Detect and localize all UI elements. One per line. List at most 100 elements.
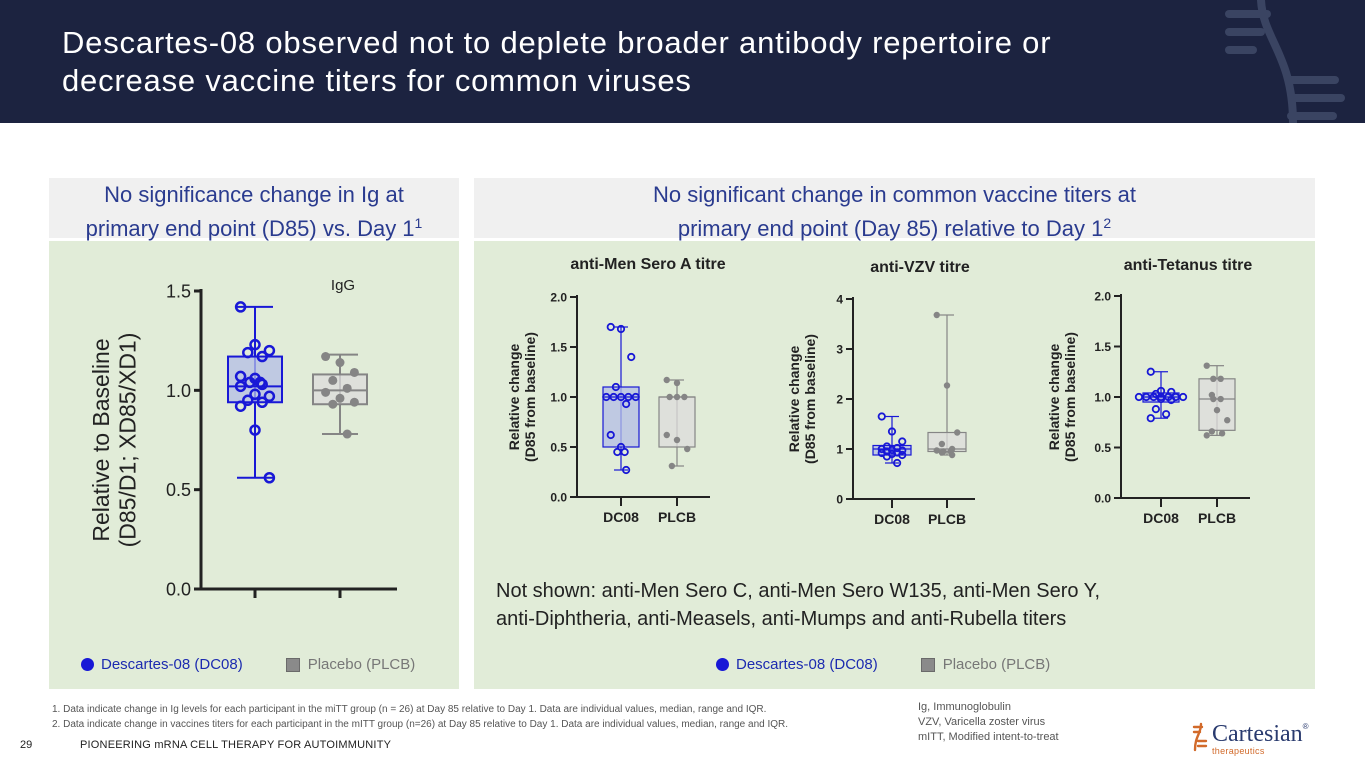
data-point [668, 462, 676, 470]
plcb-legend-label: Placebo (PLCB) [307, 656, 416, 673]
dc08-legend-label: Descartes-08 (DC08) [101, 656, 243, 673]
logo-wordmark: Cartesian [1212, 721, 1303, 747]
abbr-ig: Ig, Immunoglobulin [918, 701, 1011, 713]
data-point [328, 375, 338, 385]
igg-box-chart: IgG Relative to Baseline (D85/D1; XD85/XD1… [88, 277, 397, 599]
dc08-legend-swatch [81, 658, 94, 671]
page-number: 29 [20, 739, 33, 751]
cartesian-logo: Cartesian® therapeutics [1190, 722, 1309, 756]
y-tick-label: 0.0 [550, 490, 567, 504]
data-point [1218, 430, 1226, 437]
y-tick-label: 1.0 [166, 381, 191, 401]
data-point [1178, 392, 1188, 402]
data-point [609, 392, 618, 402]
left-heading-footnote-ref: 1 [414, 215, 423, 231]
plcb-legend-label: Placebo (PLCB) [942, 656, 1051, 673]
data-point [616, 392, 626, 402]
data-point [622, 399, 631, 409]
data-point [263, 344, 276, 357]
iqr-box [927, 431, 967, 453]
data-point [1217, 395, 1224, 403]
y-tick-label: 2.0 [550, 290, 567, 304]
y-tick-label: 1 [836, 442, 843, 456]
y-axis-label-group: Relative change (D85 from baseline) [786, 334, 818, 464]
data-point [663, 431, 670, 439]
abbreviations: Ig, Immunoglobulin VZV, Varicella zoster… [918, 700, 1059, 745]
data-point [631, 392, 640, 402]
plcb-legend-swatch [920, 657, 935, 672]
data-point [622, 465, 631, 475]
data-point [898, 437, 907, 446]
x-category-label: DC08 [603, 509, 639, 525]
data-point [681, 393, 688, 401]
data-point [613, 447, 622, 457]
y-axis-label-line2: (D85 from baseline) [522, 332, 538, 462]
data-point [666, 393, 673, 401]
y-axis-label-group: Relative to Baseline (D85/D1; XD85/XD1) [88, 333, 140, 548]
data-point [938, 440, 946, 448]
logo-subtitle: therapeutics [1212, 746, 1265, 756]
cartesian-logo-icon [1192, 722, 1208, 752]
data-point [1146, 414, 1155, 423]
data-point [606, 430, 615, 440]
page-title: Descartes-08 observed not to deplete bro… [62, 25, 1052, 98]
dc08-legend-label: Descartes-08 (DC08) [736, 656, 878, 673]
not-shown-note: Not shown: anti-Men Sero C, anti-Men Ser… [496, 577, 1276, 633]
y-tick-label: 1.5 [166, 281, 191, 301]
dna-decoration-icon [1225, 0, 1345, 123]
data-point [256, 396, 268, 409]
abbr-vzv: VZV, Varicella zoster virus [918, 716, 1046, 728]
data-point [321, 387, 331, 397]
y-axis-label: Relative to Baseline [88, 338, 114, 541]
y-axis-label: Relative change [786, 345, 802, 452]
data-point [893, 458, 902, 468]
y-tick-label: 1.0 [550, 390, 567, 404]
data-point [342, 429, 352, 439]
footer-tagline: PIONEERING mRNA CELL THERAPY FOR AUTOIMM… [80, 739, 392, 751]
data-point [1162, 410, 1171, 419]
data-point [1151, 405, 1160, 414]
footnotes: 1. Data indicate change in Ig levels for… [52, 702, 788, 732]
data-point [933, 311, 940, 319]
footnote-2: 2. Data indicate change in vaccines tite… [52, 719, 789, 730]
y-tick-label: 0.5 [166, 480, 191, 500]
y-axis-label-group: Relative change (D85 from baseline) [506, 332, 538, 462]
left-panel-heading: No significance change in Ig at primary … [49, 178, 459, 241]
left-legend: Descartes-08 (DC08) Placebo (PLCB) [81, 656, 415, 673]
left-heading-line2: primary end point (D85) vs. Day 1 [85, 216, 415, 241]
left-heading-line1: No significance change in Ig at [104, 182, 404, 207]
tetanus-box-chart: anti-Tetanus titre Relative change (D85 fr… [1046, 257, 1252, 526]
not-shown-line2: anti-Diphtheria, anti-Measels, anti-Mump… [496, 608, 1067, 630]
chart-title: anti-VZV titre [870, 259, 970, 276]
data-point [611, 382, 620, 392]
data-point [342, 383, 352, 393]
data-point [882, 452, 891, 461]
data-point [1224, 417, 1231, 424]
data-point [349, 397, 359, 407]
men-sero-a-box-chart: anti-Men Sero A titre Relative change (D85… [506, 256, 726, 525]
dc08-legend-swatch [716, 658, 729, 671]
data-point [244, 376, 256, 389]
data-point [933, 447, 940, 454]
data-point [1203, 362, 1210, 369]
y-tick-label: 0 [836, 492, 843, 506]
data-point [948, 451, 956, 459]
data-point [234, 380, 247, 393]
data-point [263, 471, 276, 484]
y-tick-label: 1.0 [1094, 390, 1111, 404]
data-point [954, 429, 961, 436]
right-heading-line2: primary end point (Day 85) relative to D… [677, 216, 1104, 241]
iqr-box [1198, 378, 1236, 431]
data-point [1213, 406, 1221, 414]
data-point [249, 424, 261, 436]
y-tick-label: 0.0 [1094, 491, 1111, 505]
data-point [898, 450, 907, 460]
data-point [234, 301, 247, 313]
data-point [249, 338, 261, 351]
y-tick-label: 2.0 [1094, 289, 1111, 303]
y-tick-label: 4 [836, 292, 843, 306]
x-category-label: PLCB [658, 509, 696, 525]
data-point [335, 393, 345, 403]
data-point [943, 382, 951, 389]
data-point [877, 412, 886, 421]
